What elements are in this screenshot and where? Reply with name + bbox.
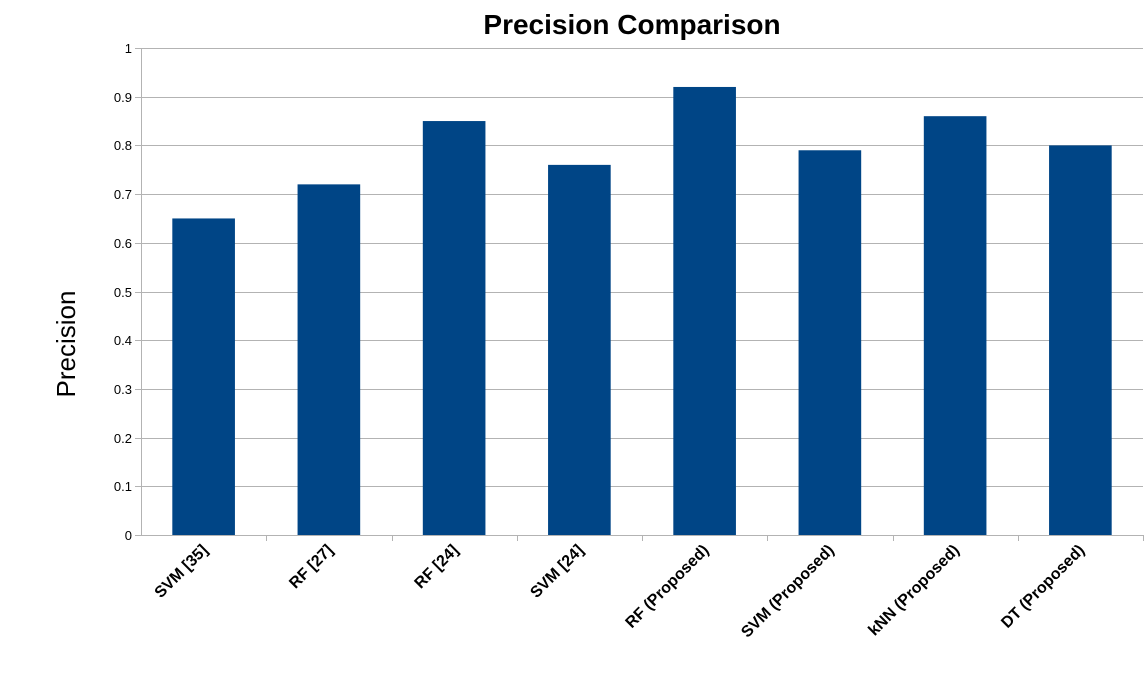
- gridlines: [141, 48, 1143, 536]
- y-tick-labels: 0 0.1 0.2 0.3 0.4 0.5 0.6 0.7 0.8 0.9 1: [114, 41, 132, 543]
- bar-svm-35: [172, 218, 235, 535]
- y-tick-label: 0.7: [114, 187, 132, 202]
- y-tick-label: 0.2: [114, 431, 132, 446]
- x-tick-label: SVM (Proposed): [738, 542, 837, 641]
- bar-dt-proposed: [1049, 145, 1112, 535]
- bar-rf-27: [297, 184, 361, 536]
- y-tick-label: 0.4: [114, 333, 132, 348]
- x-tick-label: SVM [35]: [152, 542, 212, 602]
- bars: [172, 86, 1112, 536]
- y-tick-label: 0.3: [114, 382, 132, 397]
- x-tick-label: RF [27]: [286, 542, 336, 592]
- y-tick-label: 0.8: [114, 138, 132, 153]
- y-tick-label: 0.9: [114, 90, 132, 105]
- y-tick-label: 1: [125, 41, 132, 56]
- y-tick-label: 0.5: [114, 285, 132, 300]
- y-tick-label: 0: [125, 528, 132, 543]
- bar-rf-24: [422, 121, 486, 536]
- x-tick-label: RF (Proposed): [622, 542, 712, 632]
- bar-svm-24: [548, 164, 611, 535]
- x-tick-label: DT (Proposed): [998, 542, 1088, 632]
- axes: [135, 48, 1144, 541]
- x-tick-label: SVM [24]: [527, 542, 587, 602]
- x-tick-label: RF [24]: [412, 542, 462, 592]
- y-tick-label: 0.1: [114, 479, 132, 494]
- bar-svm-proposed: [798, 150, 862, 535]
- x-tick-labels: SVM [35] RF [27] RF [24] SVM [24] RF (Propos…: [152, 542, 1089, 641]
- x-tick-label: kNN (Proposed): [865, 542, 963, 640]
- y-tick-label: 0.6: [114, 236, 132, 251]
- bar-rf-proposed: [673, 86, 736, 536]
- bar-knn-proposed: [923, 116, 987, 536]
- y-axis-label: Precision: [51, 291, 81, 398]
- chart-title: Precision Comparison: [483, 9, 780, 40]
